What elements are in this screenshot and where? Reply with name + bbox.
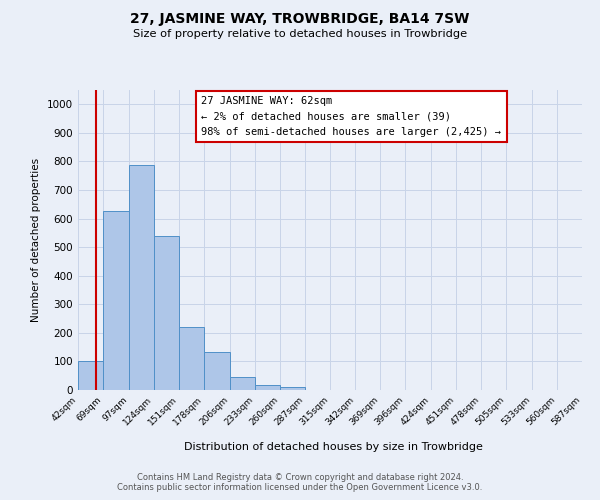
Text: Contains public sector information licensed under the Open Government Licence v3: Contains public sector information licen…: [118, 484, 482, 492]
Bar: [179, 327, 204, 390]
Bar: [230, 378, 254, 390]
Text: Size of property relative to detached houses in Trowbridge: Size of property relative to detached ho…: [133, 29, 467, 39]
Text: 27, JASMINE WAY, TROWBRIDGE, BA14 7SW: 27, JASMINE WAY, TROWBRIDGE, BA14 7SW: [130, 12, 470, 26]
Bar: [103, 212, 129, 390]
Text: 27 JASMINE WAY: 62sqm
← 2% of detached houses are smaller (39)
98% of semi-detac: 27 JASMINE WAY: 62sqm ← 2% of detached h…: [202, 96, 502, 137]
Bar: [254, 385, 280, 390]
Bar: [78, 360, 103, 390]
Bar: [129, 165, 154, 390]
Bar: [280, 387, 305, 390]
Bar: [204, 352, 230, 390]
Bar: [154, 236, 179, 390]
Y-axis label: Number of detached properties: Number of detached properties: [31, 158, 41, 322]
Text: Contains HM Land Registry data © Crown copyright and database right 2024.: Contains HM Land Registry data © Crown c…: [137, 472, 463, 482]
Text: Distribution of detached houses by size in Trowbridge: Distribution of detached houses by size …: [184, 442, 482, 452]
